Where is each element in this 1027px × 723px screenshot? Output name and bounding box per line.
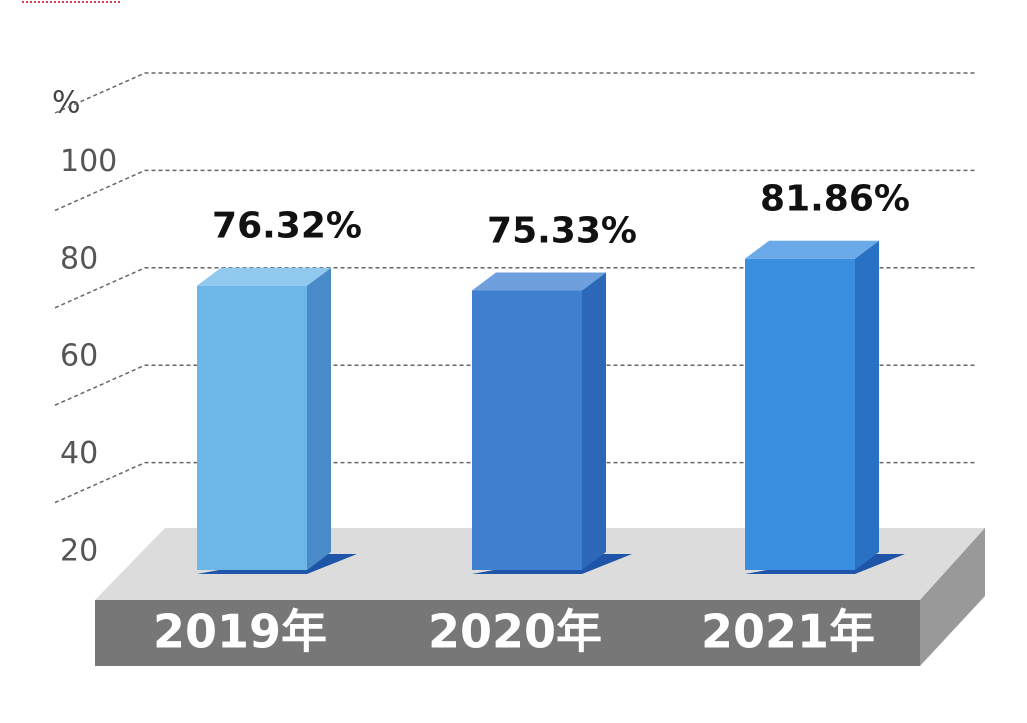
bar-top (197, 267, 331, 286)
bar-top (745, 240, 879, 259)
value-label: 75.33% (487, 211, 637, 252)
bar-top-light (745, 240, 879, 259)
value-label: 81.86% (760, 179, 910, 220)
bar-side (582, 272, 606, 570)
bar-top-light (197, 267, 331, 286)
bar-side (307, 267, 331, 570)
bar-side-shade (855, 240, 879, 570)
grid-line (54, 267, 975, 309)
value-label: 76.32% (212, 206, 362, 247)
bar (745, 258, 855, 570)
bar (472, 290, 582, 570)
bar-top-light (472, 272, 606, 291)
y-tick-label: 80 (60, 241, 98, 276)
y-tick-label: 100 (60, 144, 117, 179)
bar-side-shade (307, 267, 331, 570)
bar-top (472, 272, 606, 291)
floor-front (95, 600, 920, 666)
y-tick-label: 60 (60, 339, 98, 374)
grid-line (54, 169, 975, 212)
grid-line (54, 364, 975, 406)
y-tick-label: 40 (60, 436, 98, 471)
floor-side (920, 528, 985, 666)
x-tick-label: 2019年 (153, 605, 327, 659)
grid-line (54, 72, 975, 114)
x-tick-label: 2021年 (701, 605, 875, 659)
x-tick-label: 2020年 (428, 605, 602, 659)
bar-side (855, 240, 879, 570)
y-tick-label: 20 (60, 534, 98, 569)
bar (197, 285, 307, 570)
grid-line (54, 461, 975, 504)
bar-side-shade (582, 272, 606, 570)
